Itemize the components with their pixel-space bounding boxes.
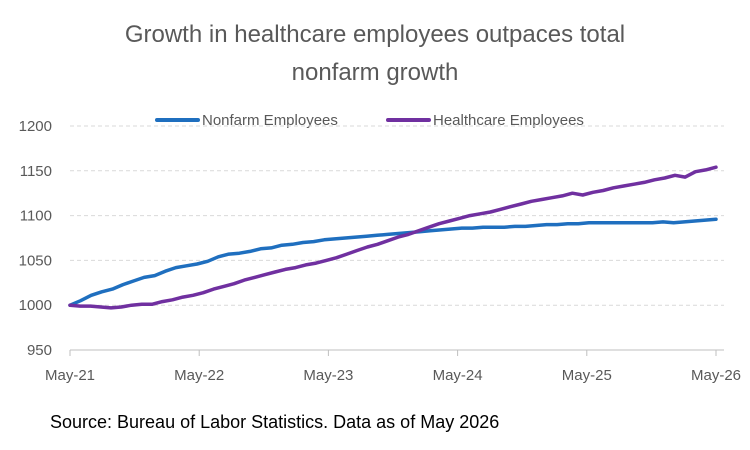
y-tick-label: 1050 [19,252,52,269]
series-line-nonfarm [68,217,718,307]
series-lines [68,165,718,310]
chart-title-line-2: nonfarm growth [292,59,459,86]
series-line-healthcare [68,165,718,310]
gridlines [70,125,724,306]
x-tick-label: May-26 [691,367,741,384]
y-tick-label: 1100 [20,208,52,225]
x-tick-label: May-21 [45,367,95,384]
y-tick-label: 1150 [20,163,52,180]
x-tick-label: May-25 [562,367,612,384]
y-tick-label: 1000 [19,297,52,314]
x-tick-label: May-22 [174,367,224,384]
legend: Nonfarm Employees Healthcare Employees [155,112,584,129]
legend-label-healthcare: Healthcare Employees [433,112,584,129]
source-note: Source: Bureau of Labor Statistics. Data… [50,412,499,432]
chart-title-line-1: Growth in healthcare employees outpaces … [125,21,625,48]
y-tick-label: 950 [27,342,52,359]
legend-label-nonfarm: Nonfarm Employees [202,112,338,129]
x-tick-label: May-23 [303,367,353,384]
y-axis-ticks: 950 1000 1050 1100 1150 1200 [19,118,52,359]
x-axis: May-21 May-22 May-23 May-24 May-25 May-26 [45,349,741,384]
x-tick-label: May-24 [433,367,483,384]
y-tick-label: 1200 [19,118,52,135]
